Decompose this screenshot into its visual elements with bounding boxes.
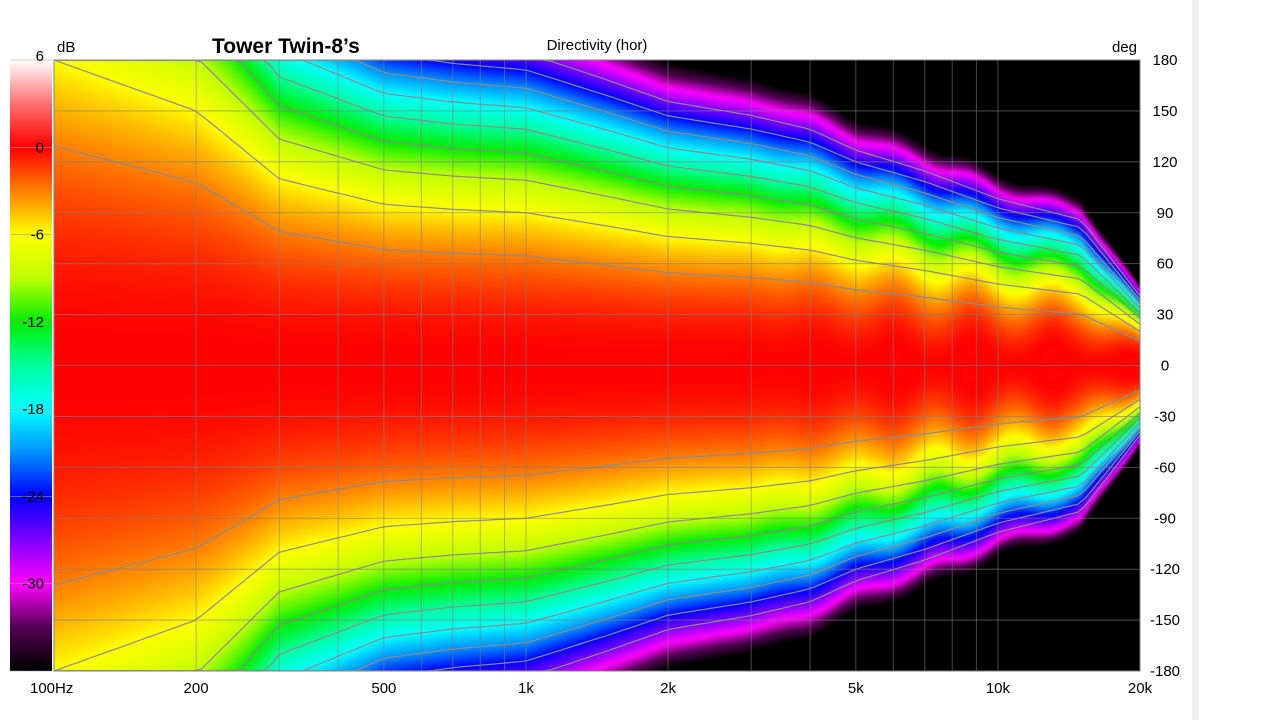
colorbar — [10, 60, 52, 671]
x-tick-label: 200 — [184, 680, 209, 697]
contour-line — [54, 60, 1140, 297]
y-tick-label: 120 — [1152, 154, 1177, 171]
contour-line — [54, 398, 1140, 671]
x-tick-label: 5k — [848, 680, 864, 697]
y-tick-label: -120 — [1150, 561, 1180, 578]
colorbar-tick-label: 6 — [36, 48, 44, 65]
contour-line — [54, 422, 1140, 671]
y-tick-label: -60 — [1154, 459, 1176, 476]
window-edge — [1192, 0, 1199, 720]
colorbar-tick-label: -12 — [22, 314, 44, 331]
x-tick-label: 1k — [518, 680, 534, 697]
y-tick-label: 150 — [1152, 103, 1177, 120]
x-tick-label: 2k — [660, 680, 676, 697]
contour-line — [54, 60, 1140, 301]
y-tick-label: 0 — [1161, 358, 1169, 375]
y-tick-label: -150 — [1150, 612, 1180, 629]
colorbar-tick-labels: 6 0 -6 -12 -18 -24 -30 -36 — [10, 48, 52, 674]
contour-line — [54, 60, 1140, 309]
colorbar-tick-label: -36 — [22, 657, 44, 674]
plot-frame — [53, 59, 1141, 672]
chart-subtitle: Directivity (hor) — [547, 37, 648, 54]
contour-line — [54, 430, 1140, 671]
contour-line — [54, 60, 1140, 305]
y-tick-label: 90 — [1157, 205, 1174, 222]
x-tick-label: 20k — [1128, 680, 1153, 697]
contour-line — [54, 60, 1140, 333]
y-axis-unit-label: deg — [1112, 39, 1137, 56]
contour-line — [54, 434, 1140, 671]
colorbar-unit-label: dB — [57, 39, 75, 56]
colorbar-tick-label: -30 — [22, 576, 44, 593]
y-tick-label: 30 — [1157, 307, 1174, 324]
contour-line — [54, 60, 1140, 314]
y-tick-label: 180 — [1152, 52, 1177, 69]
chart-title: Tower Twin-8’s — [212, 35, 360, 58]
y-tick-label: -180 — [1150, 663, 1180, 680]
contour-line — [54, 417, 1140, 671]
colorbar-tick-label: -24 — [22, 488, 44, 505]
colorbar-tick-label: -18 — [22, 401, 44, 418]
y-tick-label: -90 — [1154, 510, 1176, 527]
y-axis-tick-labels: 180 150 120 90 60 30 0 -30 -60 -90 -120 -150 -180 — [1150, 52, 1180, 680]
x-tick-label: 500 — [371, 680, 396, 697]
colorbar-tick-label: -6 — [31, 227, 44, 244]
y-tick-label: -30 — [1154, 408, 1176, 425]
colorbar-tick-label: 0 — [36, 139, 44, 156]
contour-line — [54, 60, 1140, 325]
x-tick-label: 10k — [986, 680, 1011, 697]
y-tick-label: 60 — [1157, 256, 1174, 273]
x-tick-label: 100Hz — [30, 680, 73, 697]
contour-line — [54, 406, 1140, 671]
x-axis-tick-labels: 100Hz 200 500 1k 2k 5k 10k 20k — [30, 680, 1153, 697]
contour-line — [54, 426, 1140, 671]
